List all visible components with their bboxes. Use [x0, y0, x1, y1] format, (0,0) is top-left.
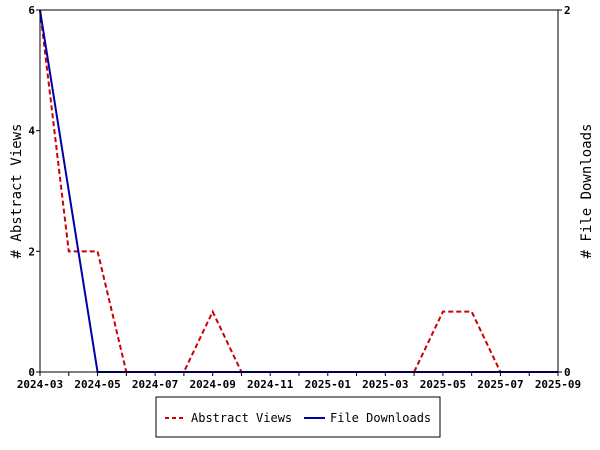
left-axis-tick-label: 2: [28, 245, 35, 258]
x-axis-tick-label: 2025-05: [420, 378, 466, 391]
x-axis-tick-label: 2024-05: [74, 378, 120, 391]
x-axis-tick-label: 2024-09: [189, 378, 235, 391]
left-axis-tick-label: 0: [28, 366, 35, 379]
plot-marks: [39, 9, 558, 373]
left-axis: 0 2 4 6: [28, 4, 40, 379]
x-axis-tick-label: 2024-11: [247, 378, 294, 391]
x-axis-tick-label: 2025-07: [477, 378, 523, 391]
right-axis-tick-label: 2: [564, 4, 571, 17]
x-axis: 2024-03 2024-05 2024-07 2024-09 2024-11 2025-…: [17, 372, 581, 391]
plot-frame: [39, 9, 559, 373]
x-axis-tick-label: 2024-03: [17, 378, 63, 391]
left-axis-title: # Abstract Views: [9, 124, 25, 259]
legend-label-file-downloads: File Downloads: [330, 411, 431, 425]
x-axis-tick-label: 2025-09: [535, 378, 581, 391]
series-line-file-downloads: [39, 9, 558, 373]
legend-label-abstract-views: Abstract Views: [191, 411, 292, 425]
x-axis-tick-label: 2025-03: [362, 378, 408, 391]
left-axis-tick-label: 4: [28, 125, 35, 138]
right-axis-tick-label: 0: [564, 366, 571, 379]
right-axis-title: # File Downloads: [579, 124, 595, 259]
x-axis-tick-label: 2025-01: [305, 378, 352, 391]
x-axis-tick-label: 2024-07: [132, 378, 178, 391]
right-axis: 02: [558, 4, 571, 379]
legend-box: [155, 396, 441, 438]
legend: Abstract Views File Downloads: [155, 396, 441, 438]
series-line-abstract-views: [39, 9, 558, 373]
left-axis-tick-label: 6: [28, 4, 35, 17]
